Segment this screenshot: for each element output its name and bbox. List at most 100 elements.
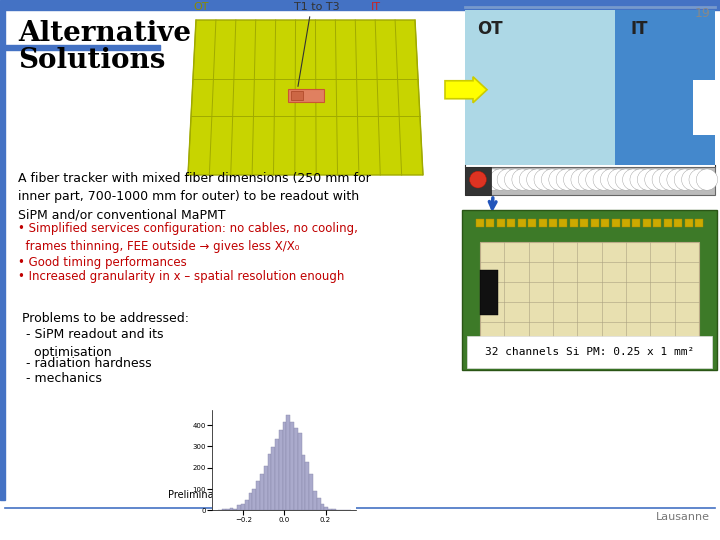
Circle shape — [696, 169, 718, 190]
Circle shape — [497, 169, 518, 190]
Bar — [664, 353, 672, 361]
Circle shape — [667, 169, 688, 190]
Bar — [465, 167, 491, 195]
Bar — [325, 507, 328, 510]
Circle shape — [578, 169, 600, 190]
Bar — [611, 353, 620, 361]
Bar — [539, 219, 546, 227]
Bar — [549, 219, 557, 227]
Bar — [653, 219, 661, 227]
Text: OT: OT — [477, 20, 503, 38]
Circle shape — [608, 169, 629, 190]
Bar — [462, 210, 717, 370]
Bar — [518, 353, 526, 361]
Bar — [487, 219, 495, 227]
Text: IT: IT — [630, 20, 647, 38]
Bar — [528, 353, 536, 361]
Bar — [674, 219, 682, 227]
Circle shape — [585, 169, 607, 190]
Bar — [305, 462, 309, 510]
Bar — [622, 219, 630, 227]
Bar — [268, 454, 271, 510]
Bar — [233, 509, 237, 510]
FancyArrow shape — [445, 77, 487, 103]
Circle shape — [674, 169, 696, 190]
Bar — [320, 504, 325, 510]
Text: Preliminary: 80 μm residuals: Preliminary: 80 μm residuals — [168, 490, 307, 500]
Bar — [487, 353, 495, 361]
Bar — [241, 504, 245, 510]
Bar — [518, 219, 526, 227]
Text: • Simplified services configuration: no cables, no cooling,
  frames thinning, F: • Simplified services configuration: no … — [18, 222, 358, 253]
Circle shape — [490, 169, 511, 190]
Text: OT: OT — [193, 2, 209, 12]
Circle shape — [652, 169, 673, 190]
Bar — [480, 242, 699, 342]
Text: 19: 19 — [694, 7, 710, 20]
Bar — [237, 505, 241, 510]
Circle shape — [512, 169, 533, 190]
Bar — [248, 492, 252, 510]
Bar — [313, 491, 317, 510]
Circle shape — [534, 169, 555, 190]
Polygon shape — [188, 20, 423, 175]
Circle shape — [549, 169, 570, 190]
Bar — [283, 422, 287, 510]
Bar — [685, 219, 693, 227]
Bar — [465, 10, 615, 165]
Circle shape — [600, 169, 621, 190]
Bar — [0, 0, 720, 10]
Bar — [590, 219, 599, 227]
Bar — [476, 353, 484, 361]
Bar — [252, 489, 256, 510]
Circle shape — [689, 169, 710, 190]
Bar — [222, 509, 226, 510]
Circle shape — [637, 169, 659, 190]
Bar — [549, 353, 557, 361]
Bar — [279, 430, 283, 510]
Text: - SiPM readout and its
   optimisation: - SiPM readout and its optimisation — [22, 328, 163, 359]
Text: Solutions: Solutions — [18, 47, 166, 74]
Bar — [230, 508, 233, 510]
Circle shape — [505, 169, 526, 190]
Bar — [695, 219, 703, 227]
Bar — [601, 219, 609, 227]
Bar — [476, 219, 484, 227]
Circle shape — [556, 169, 577, 190]
Bar — [601, 353, 609, 361]
Bar — [309, 474, 313, 510]
Circle shape — [519, 169, 541, 190]
Bar — [497, 219, 505, 227]
Bar — [332, 509, 336, 510]
Bar — [559, 219, 567, 227]
Bar — [508, 219, 516, 227]
Bar — [590, 353, 599, 361]
Bar — [622, 353, 630, 361]
Bar — [653, 353, 661, 361]
Circle shape — [623, 169, 644, 190]
Bar — [632, 219, 640, 227]
Bar — [245, 500, 248, 510]
Bar — [632, 353, 640, 361]
Text: - radiation hardness: - radiation hardness — [22, 357, 152, 370]
Text: Alternative: Alternative — [18, 20, 191, 47]
Text: 32 channels Si PM: 0.25 x 1 mm²: 32 channels Si PM: 0.25 x 1 mm² — [485, 347, 694, 357]
Bar — [539, 353, 546, 361]
Bar — [317, 497, 320, 510]
Circle shape — [660, 169, 680, 190]
Text: • Good timing performances: • Good timing performances — [18, 256, 186, 269]
Circle shape — [571, 169, 592, 190]
Bar — [695, 353, 703, 361]
Circle shape — [630, 169, 651, 190]
Bar — [615, 10, 715, 165]
Bar — [643, 219, 651, 227]
Bar — [287, 89, 323, 102]
Bar — [674, 353, 682, 361]
Bar — [294, 428, 298, 510]
Bar — [298, 434, 302, 510]
Bar — [0, 5, 5, 500]
Bar — [287, 415, 290, 510]
Circle shape — [593, 169, 614, 190]
Text: • Increased granularity in x – spatial resolution enough: • Increased granularity in x – spatial r… — [18, 270, 344, 283]
Bar — [508, 353, 516, 361]
